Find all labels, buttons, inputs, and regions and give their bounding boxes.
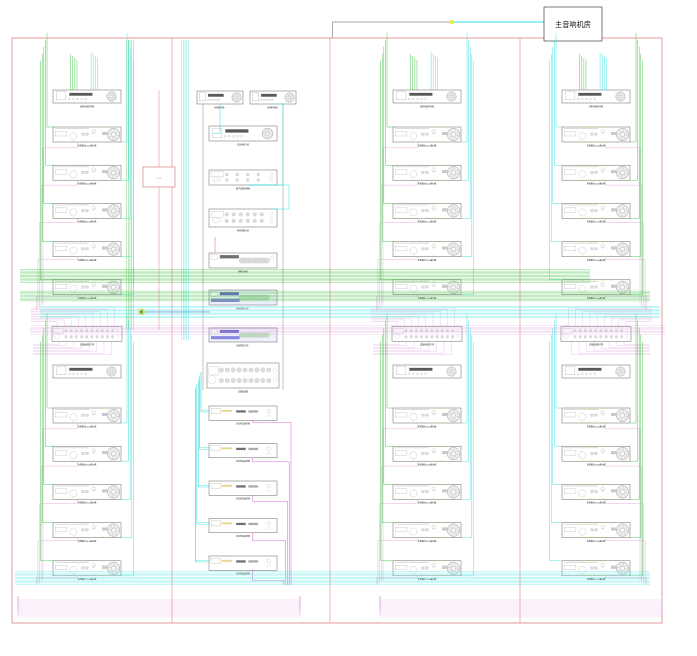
svg-text:×××: ××× (157, 176, 162, 180)
svg-text:主音响机房: 主音响机房 (555, 20, 591, 29)
